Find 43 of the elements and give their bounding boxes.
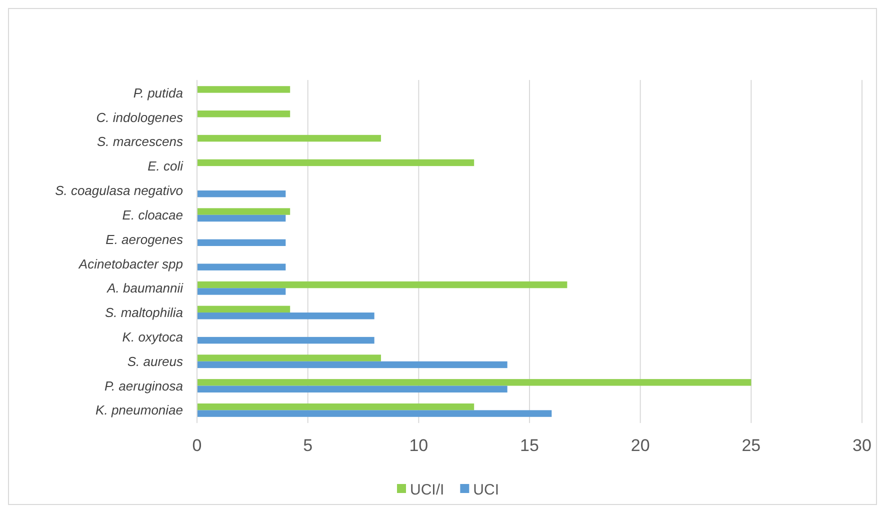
bar — [197, 86, 290, 93]
y-tick-label: P. putida — [133, 85, 183, 100]
bar — [197, 281, 568, 288]
x-tick-label: 30 — [852, 436, 872, 455]
bar — [197, 214, 286, 222]
bar — [197, 159, 474, 166]
bar — [197, 306, 290, 313]
y-tick-label: Acinetobacter spp — [78, 256, 183, 272]
bar — [197, 134, 381, 142]
bar — [197, 239, 286, 246]
x-tick-label: 10 — [409, 436, 428, 455]
bar — [197, 110, 290, 118]
y-tick-label: S. maltophilia — [104, 305, 183, 320]
y-tick-label: A. baumannii — [106, 280, 184, 296]
y-tick-label: K. oxytoca — [122, 329, 183, 344]
bar — [197, 403, 474, 410]
x-tick-label: 25 — [742, 436, 761, 455]
bar — [197, 288, 286, 295]
x-tick-label: 5 — [303, 436, 313, 455]
bar — [197, 361, 508, 368]
bar — [197, 354, 381, 362]
bar — [197, 379, 752, 386]
y-tick-label: E. cloacae — [122, 207, 183, 222]
x-tick-label: 0 — [192, 436, 202, 455]
y-tick-label: E. coli — [148, 158, 184, 174]
x-tick-label: 15 — [520, 436, 539, 455]
bar — [197, 190, 286, 198]
y-tick-label: S. aureus — [127, 354, 184, 369]
bar — [197, 312, 374, 320]
legend-label: UCI/I — [410, 481, 444, 498]
y-tick-label: K. pneumoniae — [96, 402, 183, 418]
bar — [197, 208, 290, 215]
legend-label: UCI — [473, 481, 500, 498]
y-tick-label: C. indologenes — [96, 110, 184, 125]
y-tick-label: E. aerogenes — [106, 232, 184, 247]
y-tick-label: P. aeruginosa — [104, 378, 183, 394]
bar — [197, 336, 374, 344]
bar — [197, 386, 508, 392]
y-tick-label: S. coagulasa negativo — [55, 183, 183, 198]
bar — [197, 264, 286, 270]
x-tick-label: 20 — [630, 436, 650, 455]
y-tick-label: S. marcescens — [97, 134, 184, 150]
bar — [197, 410, 552, 417]
